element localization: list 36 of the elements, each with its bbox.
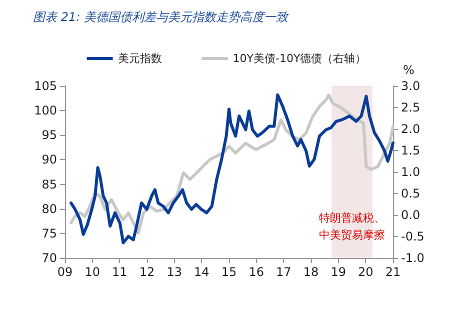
y-tick-label: 80 [42, 202, 57, 216]
x-tick-label: 18 [303, 265, 319, 279]
y2-tick-label: 0.0 [401, 208, 420, 222]
y2-tick-label: -0.5 [401, 230, 424, 244]
x-tick-label: 21 [385, 265, 401, 279]
y2-tick-label: -1.0 [401, 251, 424, 265]
annotation: 中美贸易摩擦 [319, 228, 385, 242]
y2-tick-label: 1.5 [401, 144, 420, 158]
x-tick-label: 17 [276, 265, 292, 279]
y-tick-label: 100 [34, 104, 57, 118]
y-tick-label: 85 [42, 177, 57, 192]
x-tick-label: 11 [112, 265, 128, 279]
legend-label: 美元指数 [118, 52, 162, 65]
y-tick-label: 95 [42, 128, 57, 142]
y-tick-label: 105 [34, 79, 57, 93]
y-tick-label: 70 [42, 251, 57, 265]
x-tick-label: 20 [358, 265, 374, 279]
y2-tick-label: 2.0 [401, 122, 420, 136]
x-tick-label: 19 [330, 265, 346, 279]
y2-axis-title: % [403, 63, 414, 77]
y2-tick-label: 1.0 [401, 165, 420, 179]
chart-title: 图表 21: 美德国债利差与美元指数走势高度一致 [33, 10, 290, 24]
y2-tick-label: 3.0 [401, 79, 420, 93]
y2-tick-label: 2.5 [401, 100, 420, 114]
x-tick-label: 13 [166, 265, 182, 279]
x-tick-label: 15 [221, 265, 237, 279]
annotation: 特朗普减税、 [319, 211, 385, 224]
x-tick-label: 16 [248, 265, 264, 279]
y2-tick-label: 0.5 [401, 186, 420, 200]
x-tick-label: 09 [57, 265, 73, 279]
x-tick-label: 10 [84, 265, 100, 279]
x-tick-label: 14 [194, 265, 210, 279]
legend-label: 10Y美债-10Y德债（右轴） [232, 52, 366, 65]
x-tick-label: 12 [139, 265, 155, 279]
y-tick-label: 75 [42, 226, 57, 240]
y-tick-label: 90 [42, 152, 57, 167]
